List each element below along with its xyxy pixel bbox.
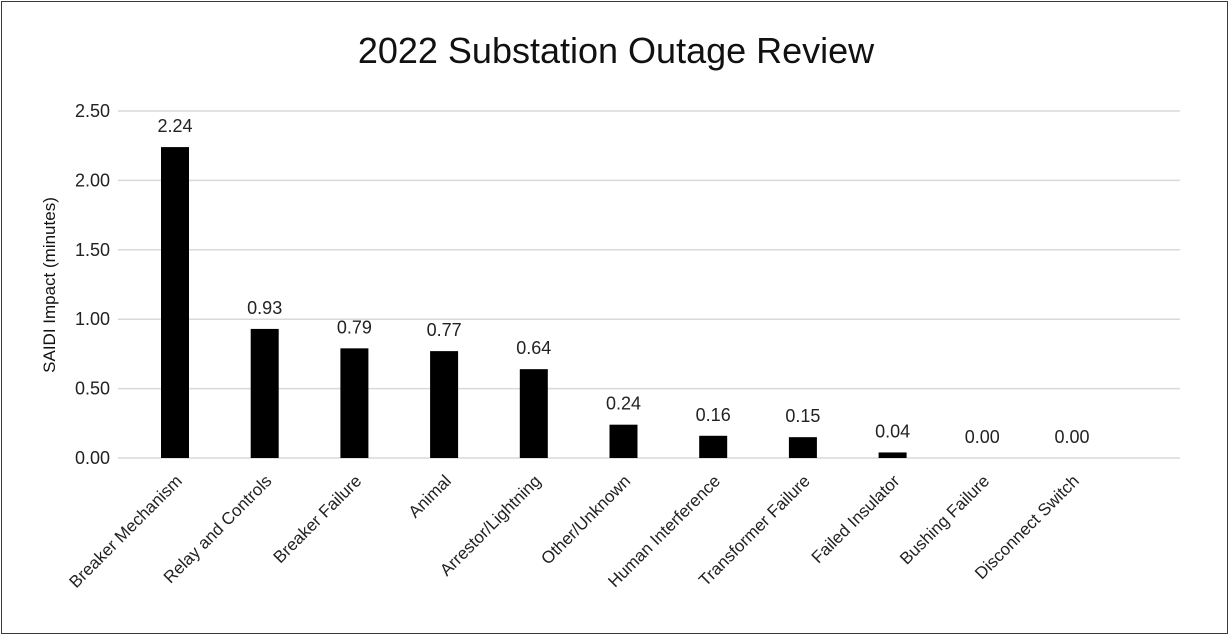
data-label: 0.15	[785, 406, 820, 426]
data-label: 0.00	[1054, 427, 1089, 447]
bar	[430, 351, 459, 458]
bar	[519, 369, 548, 458]
data-label: 0.04	[875, 421, 910, 441]
y-tick-label: 0.50	[75, 379, 110, 399]
data-labels: 2.24 0.93 0.79 0.77 0.64 0.24 0.16 0.15 0.04 0.00…	[157, 116, 1089, 447]
bar	[878, 452, 907, 458]
bar	[788, 437, 817, 458]
y-tick-label: 2.50	[75, 101, 110, 121]
y-tick-label: 0.00	[75, 448, 110, 468]
y-axis-ticks: 0.00 0.50 1.00 1.50 2.00 2.50	[75, 101, 110, 468]
data-label: 0.93	[247, 298, 282, 318]
bar	[609, 424, 638, 458]
data-label: 0.79	[337, 317, 372, 337]
bar	[250, 328, 279, 458]
bar	[340, 348, 369, 458]
data-label: 0.77	[427, 320, 462, 340]
gridlines	[118, 110, 1180, 459]
data-label: 0.24	[606, 394, 641, 414]
category-label: Failed Insulator	[808, 471, 904, 567]
bar	[699, 435, 728, 458]
bar	[161, 147, 189, 458]
data-label: 0.16	[696, 405, 731, 425]
data-label: 0.00	[965, 427, 1000, 447]
category-label: Arrestor/Lightning	[436, 471, 544, 579]
chart-title: 2022 Substation Outage Review	[358, 30, 875, 71]
category-label: Animal	[405, 471, 455, 521]
category-label: Other/Unknown	[537, 471, 634, 568]
y-tick-label: 2.00	[75, 170, 110, 190]
y-axis-label: SAIDI Impact (minutes)	[40, 197, 59, 373]
bars	[161, 147, 907, 458]
category-label: Breaker Failure	[270, 471, 366, 567]
y-tick-label: 1.00	[75, 309, 110, 329]
category-label: Bushing Failure	[896, 471, 993, 568]
data-label: 2.24	[157, 116, 192, 136]
data-label: 0.64	[516, 338, 551, 358]
y-tick-label: 1.50	[75, 240, 110, 260]
